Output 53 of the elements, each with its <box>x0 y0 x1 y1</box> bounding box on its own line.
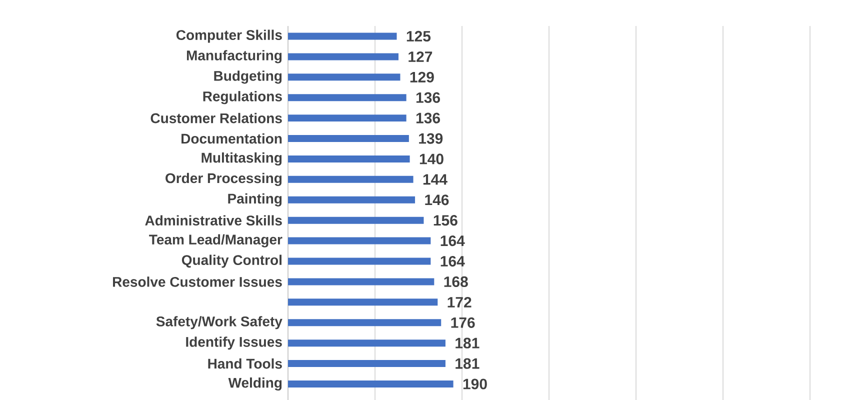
bar <box>288 319 442 326</box>
data-label: 136 <box>416 92 440 103</box>
bar <box>288 114 406 122</box>
y-tick-label: Painting <box>228 193 282 206</box>
y-tick-label: Documentation <box>182 133 282 144</box>
y-tick-label: Resolve Customer Issues <box>113 276 282 287</box>
data-label: 139 <box>419 133 443 144</box>
y-tick-label: Budgeting <box>214 70 282 84</box>
data-label: 146 <box>425 194 449 206</box>
y-tick-label: Regulations <box>203 91 282 104</box>
data-label: 172 <box>448 296 472 308</box>
data-label: 181 <box>456 358 480 369</box>
data-label: 164 <box>440 235 465 246</box>
data-label: 136 <box>416 112 440 124</box>
y-tick-label: Quality Control <box>182 254 282 268</box>
bar <box>288 176 414 183</box>
y-tick-label: Team Lead/Manager <box>149 234 282 248</box>
data-label: 164 <box>440 256 465 267</box>
bar <box>288 360 446 368</box>
bar <box>288 278 434 286</box>
data-label: 156 <box>434 215 458 226</box>
data-label: 168 <box>444 276 468 288</box>
bar <box>288 32 397 40</box>
bar <box>288 380 454 388</box>
y-tick-label: Multitasking <box>202 152 282 166</box>
y-tick-label: Computer Skills <box>176 30 282 43</box>
bar <box>288 196 416 204</box>
y-tick-label: Administrative Skills <box>145 215 282 226</box>
y-tick-label: Order Processing <box>166 172 282 186</box>
bar <box>288 237 431 244</box>
bar <box>288 258 431 265</box>
bar <box>288 340 446 347</box>
data-label: 129 <box>410 72 434 82</box>
y-tick-label: Customer Relations <box>150 112 282 124</box>
y-tick-label: Welding <box>228 377 282 391</box>
y-tick-label: Manufacturing <box>186 50 282 64</box>
data-label: 144 <box>423 174 448 185</box>
data-label: 176 <box>451 317 475 328</box>
data-label: 140 <box>420 154 444 164</box>
data-label: 127 <box>408 51 432 62</box>
bar <box>288 298 438 306</box>
y-tick-label: Identify Issues <box>186 336 282 350</box>
bar <box>288 216 424 224</box>
data-label: 125 <box>406 30 431 42</box>
bar <box>288 74 400 81</box>
y-tick-label: Hand Tools <box>208 358 282 369</box>
bar <box>288 53 398 60</box>
bar <box>288 94 406 102</box>
data-label: 190 <box>463 378 487 390</box>
y-tick-label: Safety/Work Safety <box>156 316 282 330</box>
data-label: 181 <box>456 338 480 348</box>
bar <box>288 155 410 162</box>
bar <box>288 135 409 142</box>
